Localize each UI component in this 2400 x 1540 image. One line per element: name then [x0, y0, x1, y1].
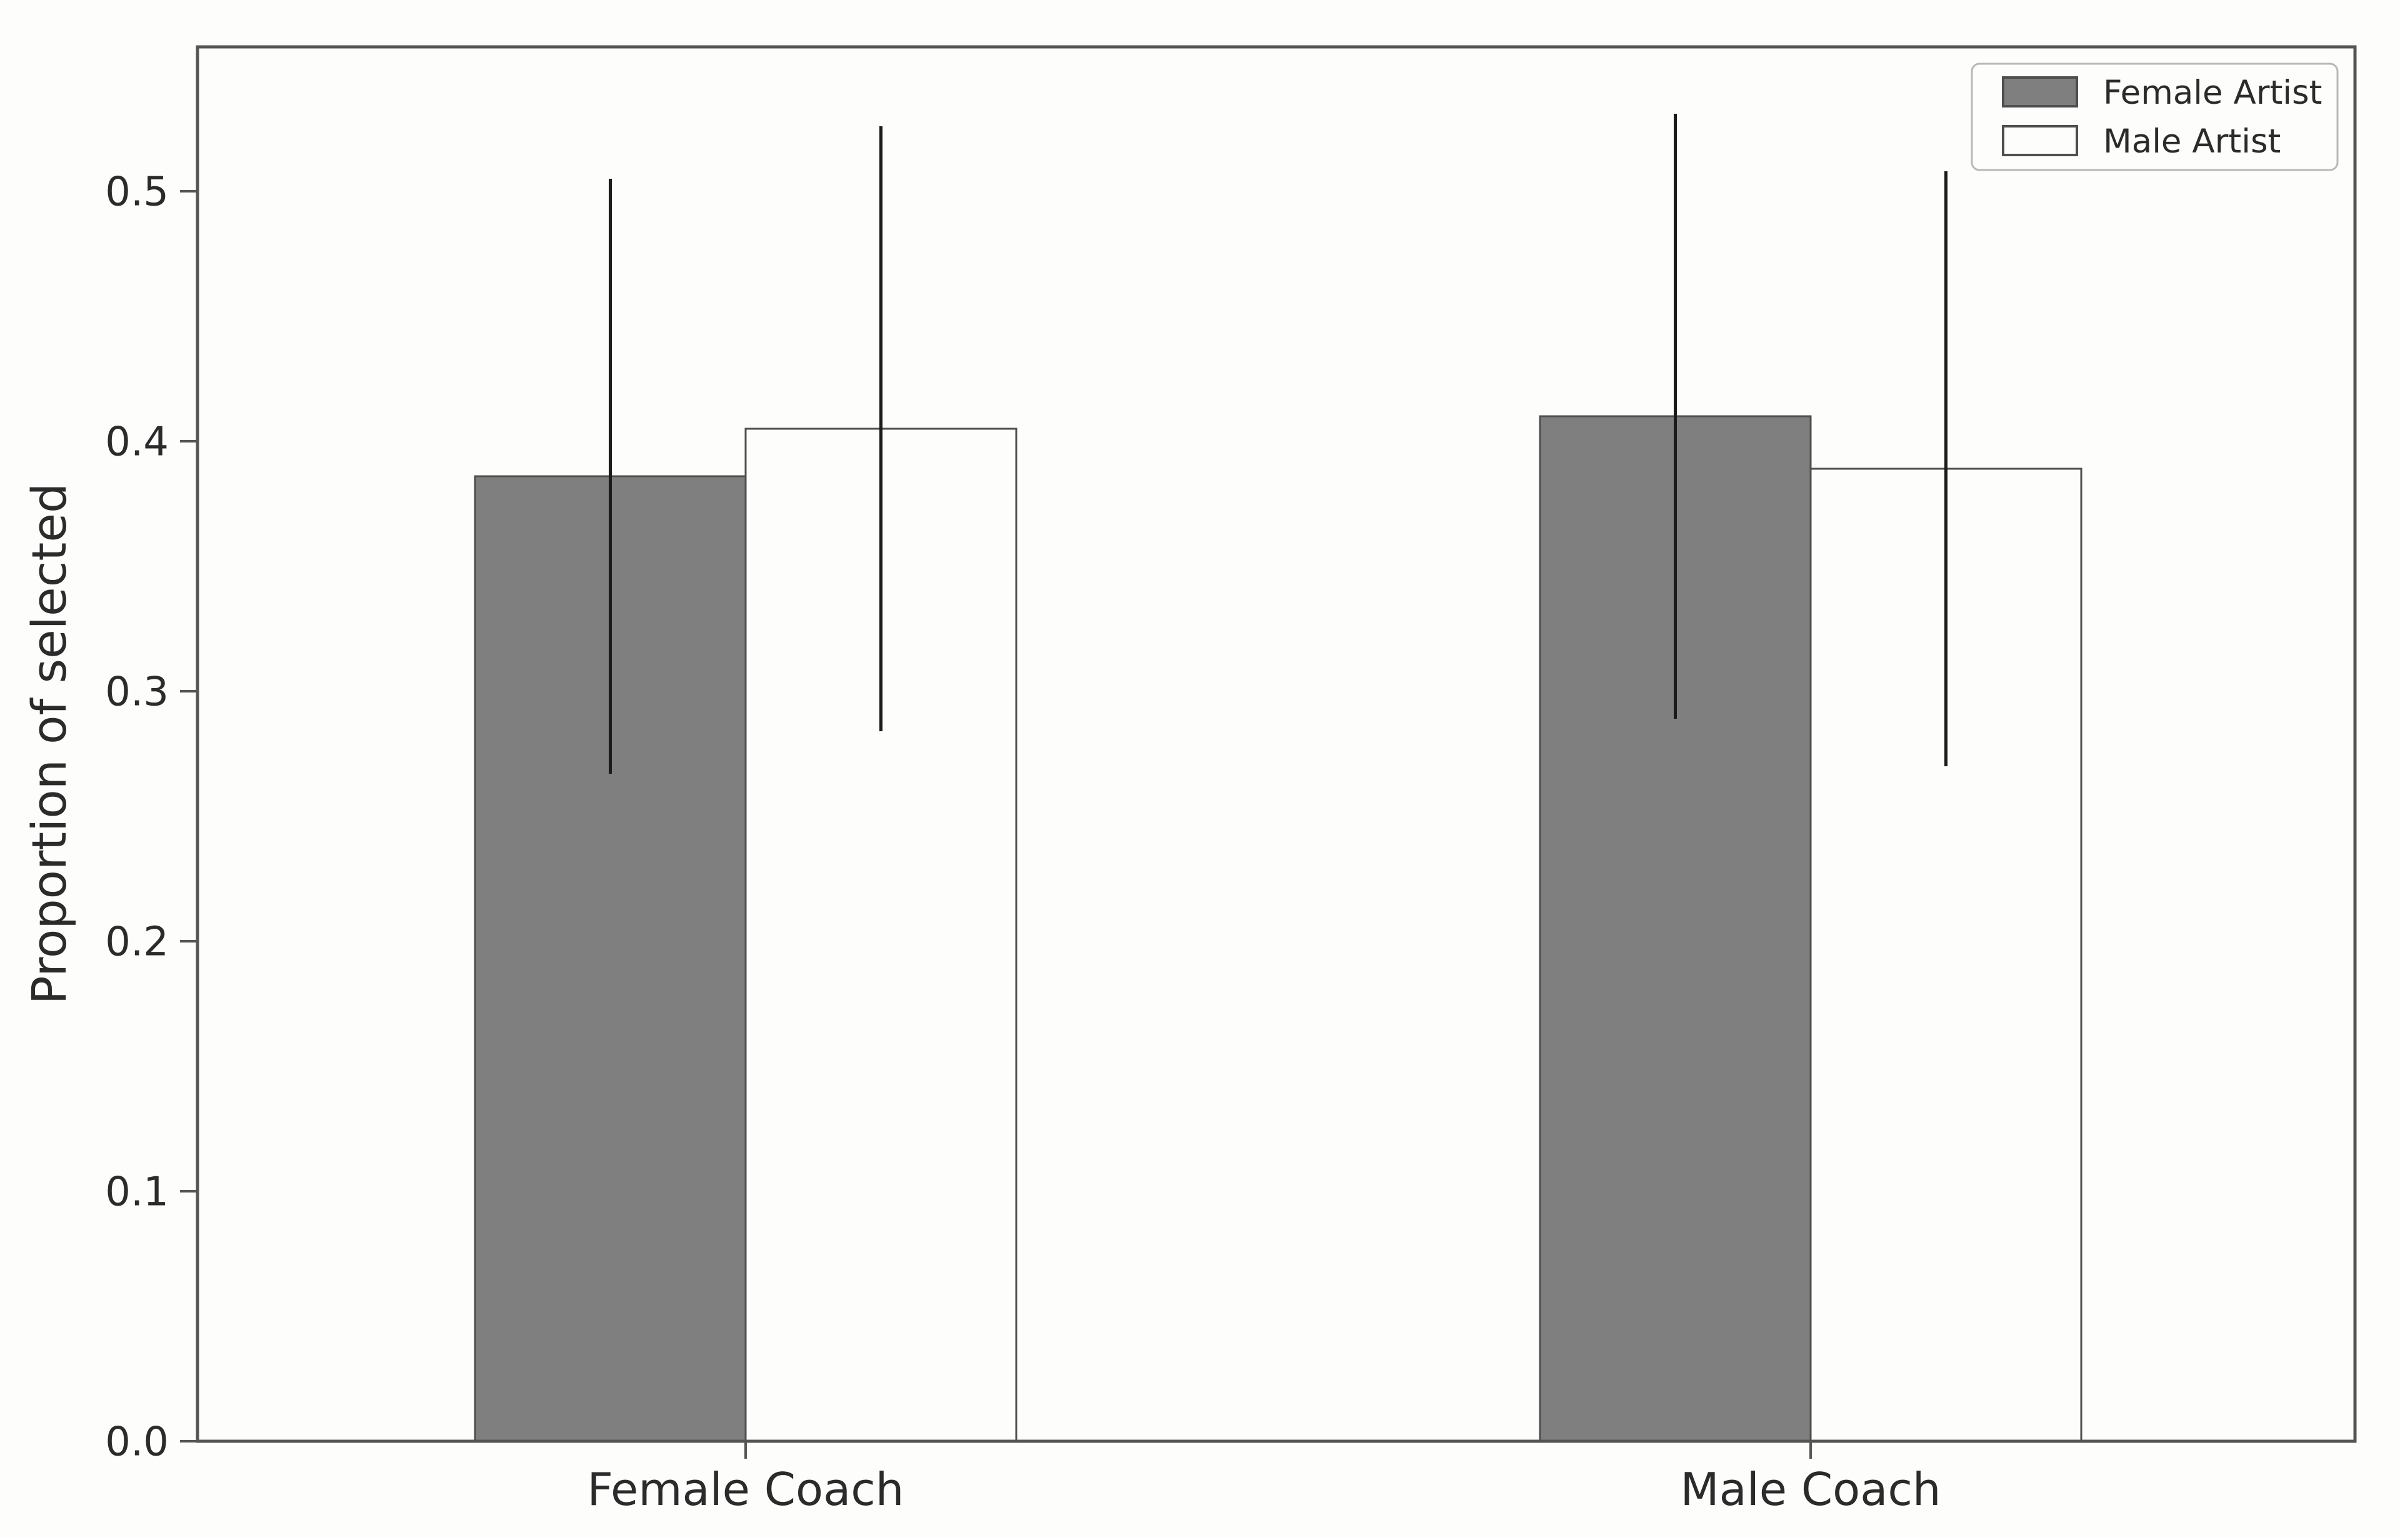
x-tick-label-male-coach: Male Coach [1680, 1463, 1941, 1516]
x-tick-label-female-coach: Female Coach [588, 1463, 904, 1516]
legend-swatch-male-artist [2002, 125, 2078, 156]
error-bars-group [609, 114, 1948, 774]
y-tick-label-0p2: 0.2 [105, 919, 169, 965]
legend-label-female-artist: Female Artist [2103, 74, 2322, 112]
y-tick-label-0p5: 0.5 [105, 169, 169, 215]
y-tick-label-0p4: 0.4 [105, 419, 169, 465]
legend: Female Artist Male Artist [1971, 62, 2339, 171]
legend-swatch-female-artist [2002, 76, 2078, 108]
plot-frame [196, 45, 2357, 1443]
y-tick-label-0p1: 0.1 [105, 1169, 169, 1215]
y-tick-label-0p0: 0.0 [105, 1419, 169, 1465]
x-axis: Female Coach Male Coach [588, 1441, 1941, 1516]
y-axis: 0.0 0.1 0.2 0.3 0.4 0.5 [105, 169, 198, 1465]
y-axis-title: Proportion of selected [21, 483, 77, 1005]
y-tick-label-0p3: 0.3 [105, 669, 169, 715]
legend-label-male-artist: Male Artist [2103, 122, 2281, 161]
